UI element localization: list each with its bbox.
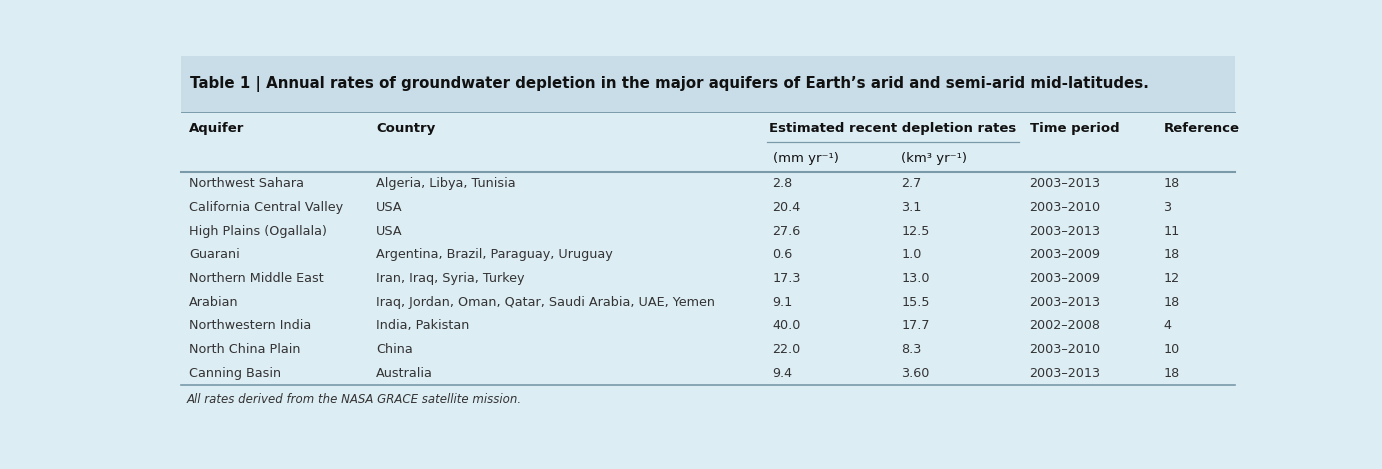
Text: 2003–2013: 2003–2013 bbox=[1030, 225, 1100, 237]
Text: Time period: Time period bbox=[1030, 122, 1119, 135]
Text: 12: 12 bbox=[1164, 272, 1180, 285]
Text: India, Pakistan: India, Pakistan bbox=[376, 319, 470, 332]
Text: Iraq, Jordan, Oman, Qatar, Saudi Arabia, UAE, Yemen: Iraq, Jordan, Oman, Qatar, Saudi Arabia,… bbox=[376, 295, 716, 309]
Text: 18: 18 bbox=[1164, 295, 1180, 309]
Text: 2003–2010: 2003–2010 bbox=[1030, 343, 1100, 356]
Text: 3: 3 bbox=[1164, 201, 1172, 214]
Text: 18: 18 bbox=[1164, 248, 1180, 261]
Text: (mm yr⁻¹): (mm yr⁻¹) bbox=[773, 152, 839, 165]
Text: 2002–2008: 2002–2008 bbox=[1030, 319, 1100, 332]
Text: Reference: Reference bbox=[1164, 122, 1240, 135]
Text: High Plains (Ogallala): High Plains (Ogallala) bbox=[189, 225, 326, 237]
Text: 2.8: 2.8 bbox=[773, 177, 793, 190]
Text: Country: Country bbox=[376, 122, 435, 135]
Text: 2003–2009: 2003–2009 bbox=[1030, 272, 1100, 285]
Text: (km³ yr⁻¹): (km³ yr⁻¹) bbox=[901, 152, 967, 165]
Text: Arabian: Arabian bbox=[189, 295, 239, 309]
Text: California Central Valley: California Central Valley bbox=[189, 201, 343, 214]
Text: 12.5: 12.5 bbox=[901, 225, 930, 237]
Text: 2003–2010: 2003–2010 bbox=[1030, 201, 1100, 214]
Text: 18: 18 bbox=[1164, 367, 1180, 379]
Text: Estimated recent depletion rates: Estimated recent depletion rates bbox=[770, 122, 1017, 135]
Text: Table 1 | Annual rates of groundwater depletion in the major aquifers of Earth’s: Table 1 | Annual rates of groundwater de… bbox=[189, 76, 1148, 92]
Text: 22.0: 22.0 bbox=[773, 343, 800, 356]
FancyBboxPatch shape bbox=[181, 56, 1236, 112]
Text: 3.60: 3.60 bbox=[901, 367, 930, 379]
Text: Algeria, Libya, Tunisia: Algeria, Libya, Tunisia bbox=[376, 177, 515, 190]
Text: Australia: Australia bbox=[376, 367, 433, 379]
Text: 18: 18 bbox=[1164, 177, 1180, 190]
Text: 2.7: 2.7 bbox=[901, 177, 922, 190]
Text: Northern Middle East: Northern Middle East bbox=[189, 272, 323, 285]
Text: USA: USA bbox=[376, 225, 404, 237]
Text: 11: 11 bbox=[1164, 225, 1180, 237]
Text: Iran, Iraq, Syria, Turkey: Iran, Iraq, Syria, Turkey bbox=[376, 272, 525, 285]
Text: China: China bbox=[376, 343, 413, 356]
Text: Guarani: Guarani bbox=[189, 248, 239, 261]
Text: 40.0: 40.0 bbox=[773, 319, 802, 332]
Text: 17.3: 17.3 bbox=[773, 272, 802, 285]
Text: 8.3: 8.3 bbox=[901, 343, 922, 356]
Text: Northwestern India: Northwestern India bbox=[189, 319, 311, 332]
Text: 2003–2013: 2003–2013 bbox=[1030, 367, 1100, 379]
Text: 15.5: 15.5 bbox=[901, 295, 930, 309]
Text: Canning Basin: Canning Basin bbox=[189, 367, 281, 379]
Text: 2003–2013: 2003–2013 bbox=[1030, 295, 1100, 309]
Text: 3.1: 3.1 bbox=[901, 201, 922, 214]
Text: 9.1: 9.1 bbox=[773, 295, 793, 309]
Text: 2003–2009: 2003–2009 bbox=[1030, 248, 1100, 261]
Text: 17.7: 17.7 bbox=[901, 319, 930, 332]
Text: Argentina, Brazil, Paraguay, Uruguay: Argentina, Brazil, Paraguay, Uruguay bbox=[376, 248, 614, 261]
Text: 27.6: 27.6 bbox=[773, 225, 800, 237]
Text: North China Plain: North China Plain bbox=[189, 343, 300, 356]
Text: 2003–2013: 2003–2013 bbox=[1030, 177, 1100, 190]
Text: 20.4: 20.4 bbox=[773, 201, 800, 214]
Text: Northwest Sahara: Northwest Sahara bbox=[189, 177, 304, 190]
Text: 1.0: 1.0 bbox=[901, 248, 922, 261]
Text: 0.6: 0.6 bbox=[773, 248, 793, 261]
Text: USA: USA bbox=[376, 201, 404, 214]
Text: Aquifer: Aquifer bbox=[189, 122, 245, 135]
Text: All rates derived from the NASA GRACE satellite mission.: All rates derived from the NASA GRACE sa… bbox=[187, 393, 522, 406]
Text: 10: 10 bbox=[1164, 343, 1180, 356]
Text: 9.4: 9.4 bbox=[773, 367, 793, 379]
Text: 4: 4 bbox=[1164, 319, 1172, 332]
Text: 13.0: 13.0 bbox=[901, 272, 930, 285]
